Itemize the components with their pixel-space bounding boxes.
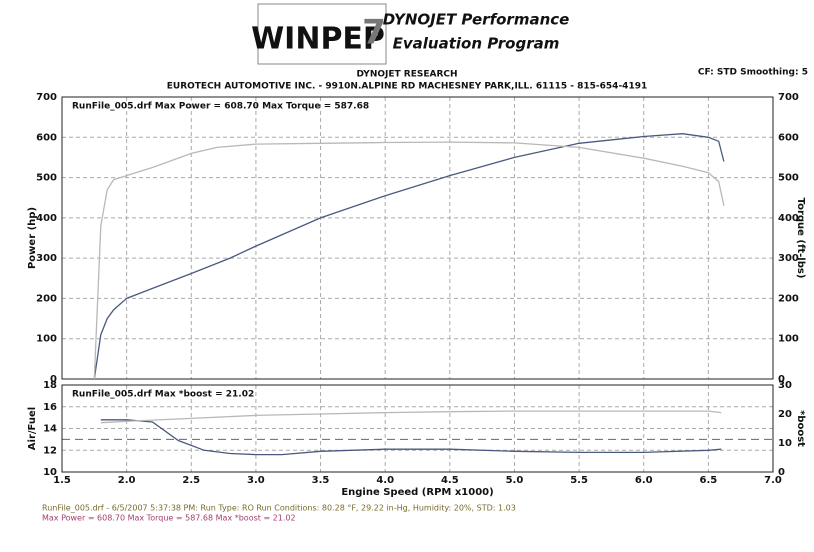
y2-tick-label: 700 <box>778 92 799 103</box>
settings: CF: STD Smoothing: 5 <box>698 68 808 78</box>
x-tick-label: 5.5 <box>570 475 588 486</box>
series-line <box>100 419 722 456</box>
y-tick-label: 100 <box>36 334 57 345</box>
y2-axis-label: *boost <box>795 410 806 447</box>
y-tick-label: 0 <box>50 374 57 385</box>
y-tick-label: 500 <box>36 173 57 184</box>
y2-tick-label: 30 <box>778 380 792 391</box>
y2-tick-label: 100 <box>778 334 799 345</box>
y-tick-label: 16 <box>43 402 57 413</box>
x-tick-label: 2.0 <box>118 475 136 486</box>
y-axis-label: Power (hp) <box>27 207 38 269</box>
x-tick-label: 2.5 <box>182 475 200 486</box>
y-axis-label: Air/Fuel <box>27 407 38 450</box>
y-tick-label: 700 <box>36 92 57 103</box>
y2-tick-label: 200 <box>778 293 799 304</box>
x-tick-label: 3.0 <box>247 475 265 486</box>
max-info: Max Power = 608.70 Max Torque = 587.68 M… <box>42 514 296 523</box>
y2-tick-label: 10 <box>778 438 792 449</box>
y-tick-label: 10 <box>43 467 57 478</box>
x-tick-label: 5.0 <box>506 475 524 486</box>
y2-tick-label: 600 <box>778 132 799 143</box>
y2-tick-label: 400 <box>778 213 799 224</box>
logo-box <box>257 3 387 65</box>
x-axis-label: Engine Speed (RPM x1000) <box>341 487 493 498</box>
x-tick-label: 6.0 <box>635 475 653 486</box>
program: Evaluation Program <box>393 35 560 53</box>
run-info: RunFile_005.drf - 6/5/2007 5:37:38 PM: R… <box>42 504 516 513</box>
y-tick-label: 14 <box>43 424 57 435</box>
plot-frame <box>61 96 774 380</box>
y2-tick-label: 0 <box>778 467 785 478</box>
x-tick-label: 7.0 <box>764 475 782 486</box>
y2-axis-label: Torque (ft-lbs) <box>795 198 806 279</box>
series-line <box>100 410 722 424</box>
company: DYNOJET RESEARCH <box>356 70 457 80</box>
y2-tick-label: 500 <box>778 173 799 184</box>
x-tick-label: 3.5 <box>312 475 330 486</box>
y2-tick-label: 0 <box>778 374 785 385</box>
y-tick-label: 12 <box>43 445 57 456</box>
x-tick-label: 6.5 <box>700 475 718 486</box>
logo: WINPEP <box>251 22 385 57</box>
logo-number: 7 <box>362 13 386 53</box>
series-line <box>93 141 725 380</box>
annotation: RunFile_005.drf Max Power = 608.70 Max T… <box>72 102 369 112</box>
annotation: RunFile_005.drf Max *boost = 21.02 <box>72 390 254 400</box>
x-tick-label: 4.0 <box>376 475 394 486</box>
y-tick-label: 200 <box>36 293 57 304</box>
y-tick-label: 300 <box>36 253 57 264</box>
x-tick-label: 1.5 <box>53 475 71 486</box>
address: EUROTECH AUTOMOTIVE INC. - 9910N.ALPINE … <box>167 82 647 92</box>
y-tick-label: 400 <box>36 213 57 224</box>
plot-frame <box>61 384 774 473</box>
y-tick-label: 18 <box>43 380 57 391</box>
y2-tick-label: 300 <box>778 253 799 264</box>
y-tick-label: 600 <box>36 132 57 143</box>
x-tick-label: 4.5 <box>441 475 459 486</box>
series-line <box>93 133 725 380</box>
y2-tick-label: 20 <box>778 409 792 420</box>
brand: DYNOJET Performance <box>383 11 570 29</box>
